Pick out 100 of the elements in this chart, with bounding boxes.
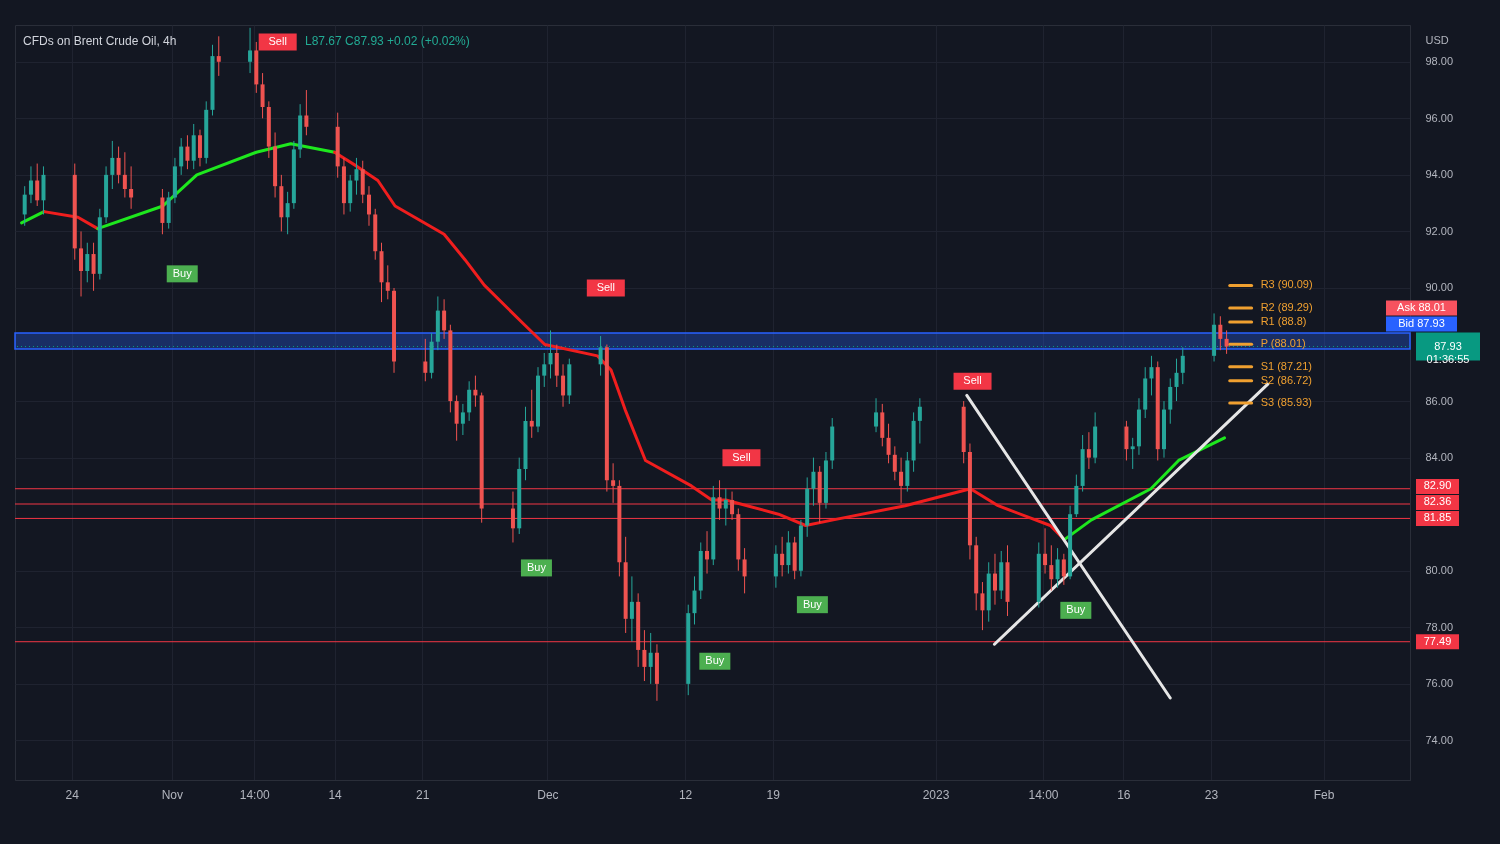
ref-line-label: 87.93 01:36:55	[1426, 339, 1470, 365]
candlestick	[1168, 377, 1173, 425]
ref-line-label: 77.49	[1423, 634, 1452, 647]
candlestick	[285, 191, 290, 235]
x-tick-label: 23	[1204, 787, 1219, 802]
series-label: R2 (89.29)	[1260, 301, 1313, 314]
candlestick	[786, 530, 791, 575]
candlestick	[1124, 420, 1129, 461]
candlestick	[116, 146, 121, 184]
text: L87.67 C87.93 +0.02 (+0.02%)	[305, 34, 470, 48]
x-tick-label: 19	[766, 787, 781, 802]
candlestick	[454, 394, 459, 442]
y-tick-label: 94.00	[1425, 168, 1454, 181]
candlestick	[773, 544, 778, 589]
y-tick-label: 98.00	[1425, 55, 1454, 68]
candlestick	[1149, 355, 1154, 396]
x-tick-label: 2023	[922, 787, 950, 802]
candlestick	[216, 35, 221, 77]
candlestick	[260, 72, 265, 119]
candlestick	[1180, 346, 1185, 385]
x-tick-label: Dec	[537, 787, 559, 802]
series-label: P (88.01)	[1260, 337, 1306, 350]
y-tick-label: 84.00	[1425, 451, 1454, 464]
x-tick-label: 16	[1117, 787, 1131, 802]
candlestick	[811, 457, 816, 507]
ref-line-label: 82.36	[1423, 495, 1452, 508]
candlestick	[554, 344, 559, 388]
candlestick	[179, 137, 184, 176]
candlestick	[354, 157, 359, 196]
candlestick	[122, 151, 127, 198]
x-tick-label: Nov	[161, 787, 183, 802]
candlestick	[899, 457, 904, 504]
candlestick	[91, 242, 96, 292]
candlestick	[542, 352, 547, 388]
candlestick	[1086, 431, 1091, 470]
x-tick-label: Feb	[1313, 787, 1335, 802]
candlestick	[917, 397, 922, 444]
candlestick	[1061, 553, 1066, 586]
candlestick	[874, 397, 879, 433]
candlestick	[442, 298, 447, 340]
candlestick	[304, 89, 309, 136]
series-label: R3 (90.09)	[1260, 278, 1313, 291]
ref-line-label: 82.90	[1423, 479, 1452, 492]
candlestick	[742, 547, 747, 594]
y-tick-label: 92.00	[1425, 224, 1454, 237]
candlestick	[548, 329, 553, 379]
candlestick	[717, 479, 722, 521]
text: CFDs on Brent Crude Oil, 4h	[23, 34, 177, 48]
candlestick	[1174, 358, 1179, 402]
candlestick	[1043, 527, 1048, 575]
candlestick	[366, 185, 371, 227]
candlestick	[598, 335, 603, 377]
series-label: S3 (85.93)	[1260, 396, 1313, 409]
candlestick	[629, 575, 634, 642]
candlestick	[79, 230, 84, 297]
candlestick	[197, 129, 202, 167]
x-tick-label: 21	[416, 787, 430, 802]
candlestick	[348, 174, 353, 213]
candlestick	[248, 27, 253, 74]
x-tick-label: 14:00	[1028, 787, 1059, 802]
candlestick	[1218, 315, 1223, 351]
ref-line-label: 81.85	[1423, 511, 1452, 524]
candlestick	[185, 134, 190, 170]
candlestick	[35, 163, 40, 207]
candlestick	[886, 423, 891, 464]
candlestick	[705, 530, 710, 575]
y-tick-label: 90.00	[1425, 281, 1454, 294]
series-label: R1 (88.8)	[1260, 314, 1307, 327]
candlestick	[561, 363, 566, 408]
candlestick	[1224, 329, 1229, 355]
candlestick	[992, 553, 997, 606]
candlestick	[611, 462, 616, 504]
candlestick	[22, 185, 27, 227]
candlestick	[467, 380, 472, 422]
y-tick-label: 96.00	[1425, 111, 1454, 124]
candlestick	[692, 575, 697, 625]
y-tick-label: 74.00	[1425, 733, 1454, 746]
candlestick	[730, 491, 735, 521]
y-tick-label: 86.00	[1425, 394, 1454, 407]
y-tick-label: 78.00	[1425, 620, 1454, 633]
candlestick	[642, 629, 647, 682]
candlestick	[529, 389, 534, 439]
candlestick	[892, 445, 897, 481]
candlestick	[460, 403, 465, 436]
y-tick-label: 76.00	[1425, 677, 1454, 690]
candlestick	[780, 536, 785, 577]
candlestick	[110, 140, 115, 190]
candlestick	[1049, 544, 1054, 592]
series-label: S2 (86.72)	[1260, 373, 1313, 386]
annotation: Bid 87.93	[1398, 317, 1445, 330]
series-label: S1 (87.21)	[1260, 359, 1313, 372]
candlestick	[385, 264, 390, 300]
x-tick-label: 12	[678, 787, 693, 802]
candlestick	[648, 632, 653, 685]
annotation: Ask 88.01	[1397, 301, 1446, 314]
candlestick	[85, 242, 90, 283]
candlestick	[980, 581, 985, 631]
x-tick-label: 14:00	[239, 787, 271, 802]
candlestick	[510, 491, 515, 543]
candlestick	[423, 338, 428, 382]
